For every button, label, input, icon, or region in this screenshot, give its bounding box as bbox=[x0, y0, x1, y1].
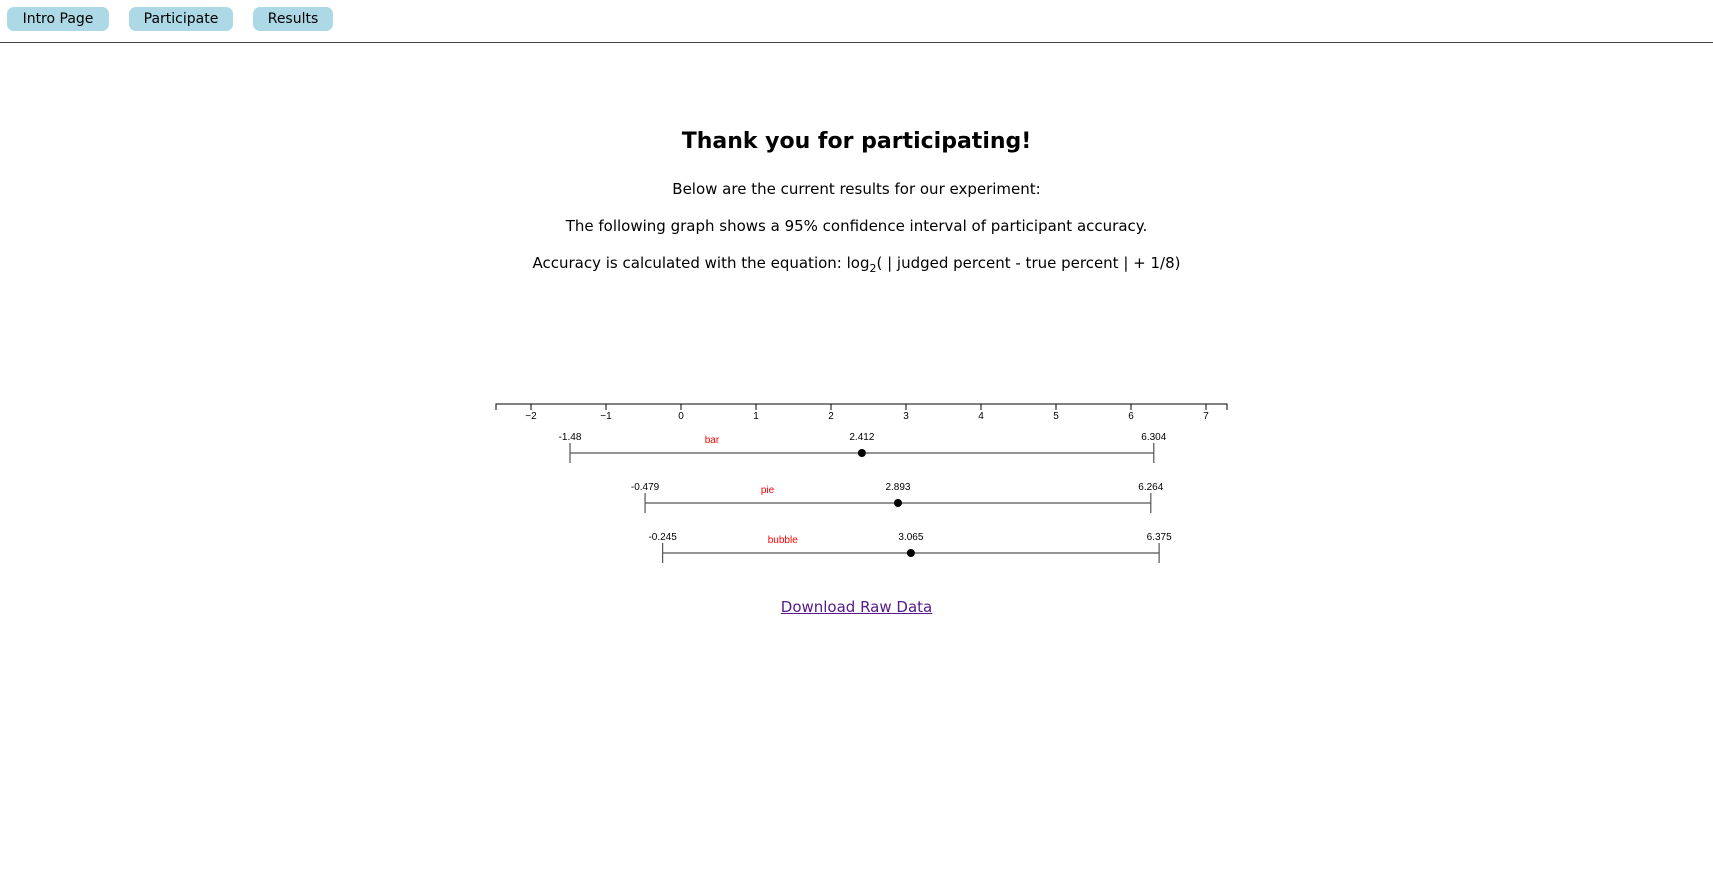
x-axis-tick-label: 0 bbox=[678, 411, 684, 422]
x-axis-tick-label: −1 bbox=[600, 411, 612, 422]
interval-mean-label-pie: 2.893 bbox=[885, 482, 910, 493]
interval-mean-point-bubble bbox=[906, 549, 915, 557]
x-axis-tick-label: 1 bbox=[753, 411, 759, 422]
interval-mean-label-bubble: 3.065 bbox=[898, 532, 923, 543]
x-axis-line bbox=[495, 403, 1228, 410]
intro-page-button[interactable]: Intro Page bbox=[7, 7, 109, 31]
interval-low-label-bubble: -0.245 bbox=[648, 532, 677, 543]
page-title: Thank you for participating! bbox=[681, 129, 1032, 154]
equation-suffix: ( | judged percent - true percent | + 1/… bbox=[876, 254, 1181, 272]
interval-low-label-pie: -0.479 bbox=[631, 482, 660, 493]
interval-high-label-pie: 6.264 bbox=[1138, 482, 1163, 493]
results-intro-text: Below are the current results for our ex… bbox=[672, 180, 1041, 198]
accuracy-equation-text: Accuracy is calculated with the equation… bbox=[0, 254, 1713, 275]
series-name-label-bubble: bubble bbox=[768, 535, 798, 546]
series-name-label-pie: pie bbox=[761, 485, 775, 496]
equation-prefix: Accuracy is calculated with the equation… bbox=[532, 254, 870, 272]
equation-log-base: 2 bbox=[869, 262, 877, 275]
download-raw-data-container: Download Raw Data bbox=[0, 598, 1713, 616]
x-axis-tick-label: 6 bbox=[1128, 411, 1134, 422]
x-axis-tick-label: −2 bbox=[525, 411, 537, 422]
participate-button[interactable]: Participate bbox=[129, 7, 233, 31]
x-axis-tick-label: 7 bbox=[1203, 411, 1209, 422]
results-button[interactable]: Results bbox=[253, 7, 333, 31]
x-axis-tick-label: 2 bbox=[828, 411, 834, 422]
series-name-label-bar: bar bbox=[705, 435, 720, 446]
confidence-interval-description: The following graph shows a 95% confiden… bbox=[565, 217, 1148, 235]
interval-mean-label-bar: 2.412 bbox=[849, 432, 874, 443]
interval-mean-point-bar bbox=[857, 449, 866, 457]
x-axis-tick-label: 3 bbox=[903, 411, 909, 422]
x-axis-tick-label: 5 bbox=[1053, 411, 1059, 422]
top-navigation-bar: Intro Page Participate Results bbox=[0, 0, 1713, 43]
interval-high-label-bar: 6.304 bbox=[1141, 432, 1166, 443]
interval-low-label-bar: -1.48 bbox=[559, 432, 582, 443]
download-raw-data-link[interactable]: Download Raw Data bbox=[780, 598, 933, 616]
x-axis-tick-label: 4 bbox=[978, 411, 984, 422]
interval-high-label-bubble: 6.375 bbox=[1147, 532, 1172, 543]
interval-mean-point-pie bbox=[893, 499, 902, 507]
